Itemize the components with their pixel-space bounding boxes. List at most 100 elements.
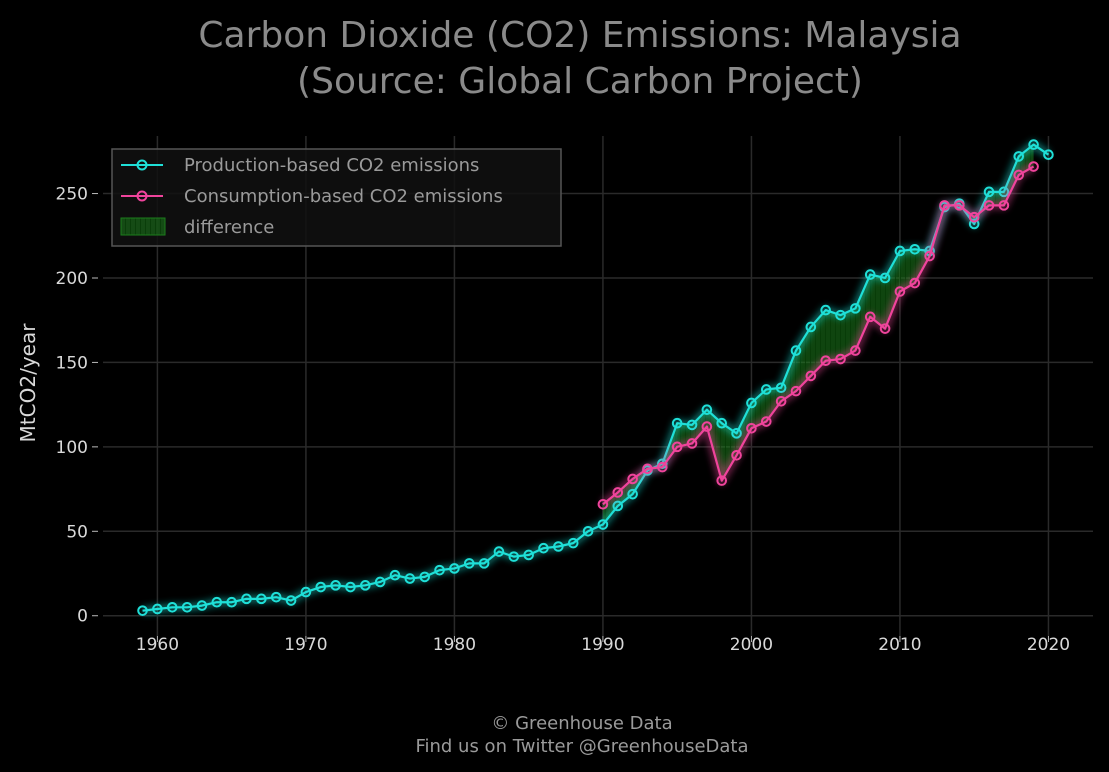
x-tick-label: 1980: [433, 635, 476, 655]
x-tick-label: 1990: [581, 635, 624, 655]
consumption-point: [731, 450, 742, 461]
legend-consumption-marker: [136, 190, 148, 202]
production-point: [166, 601, 178, 613]
production-point: [211, 596, 223, 608]
legend: Production-based CO2 emissions Consumpti…: [111, 148, 562, 247]
production-point: [627, 488, 638, 500]
consumption-point: [924, 250, 935, 262]
production-point: [731, 428, 742, 439]
y-tick-label: 200: [56, 269, 88, 289]
legend-consumption-label: Consumption-based CO2 emissions: [184, 186, 503, 207]
consumption-point: [760, 416, 772, 427]
consumption-point: [775, 395, 787, 407]
production-point: [746, 397, 757, 409]
consumption-point: [954, 200, 965, 211]
plot-area: [137, 139, 1054, 616]
production-point: [493, 546, 505, 557]
production-point: [1013, 151, 1025, 162]
production-point: [330, 580, 341, 591]
y-axis-ticks: 0 50 100 150 200 250: [56, 185, 98, 627]
consumption-point: [894, 286, 906, 297]
consumption-point: [746, 422, 757, 434]
y-tick-label: 50: [66, 522, 88, 542]
consumption-point: [983, 200, 995, 211]
chart-subtitle: (Source: Global Carbon Project): [297, 61, 863, 102]
consumption-point: [716, 475, 728, 486]
y-tick-label: 100: [56, 438, 88, 458]
x-tick-label: 1960: [136, 635, 179, 655]
production-point: [196, 600, 208, 611]
y-tick-label: 250: [56, 185, 88, 205]
production-point: [597, 519, 609, 530]
consumption-point: [968, 211, 980, 223]
production-point: [760, 384, 772, 395]
production-point: [181, 601, 193, 613]
production-point: [137, 605, 148, 616]
consumption-point: [835, 353, 846, 365]
production-point: [582, 525, 594, 537]
production-point: [553, 541, 564, 552]
production-point: [374, 576, 386, 588]
production-point: [879, 272, 891, 284]
footer-credit: © Greenhouse Data: [491, 713, 672, 734]
production-point: [864, 269, 876, 280]
consumption-point: [850, 345, 861, 356]
production-point: [389, 569, 401, 581]
consumption-point: [642, 463, 653, 475]
footer-twitter: Find us on Twitter @GreenhouseData: [415, 736, 748, 757]
x-tick-label: 2010: [878, 635, 921, 655]
consumption-point: [909, 277, 921, 289]
consumption-point: [597, 498, 609, 510]
x-axis-ticks: 1960 1970 1980 1990 2000 2010 2020: [136, 635, 1070, 655]
production-point: [345, 581, 356, 593]
production-point: [241, 593, 252, 605]
legend-frame: [111, 148, 562, 247]
consumption-point: [701, 421, 713, 432]
production-point: [523, 549, 534, 561]
production-point: [701, 404, 713, 416]
legend-difference-swatch: [120, 217, 166, 236]
y-tick-label: 0: [77, 607, 88, 627]
production-point: [463, 558, 475, 569]
production-point: [508, 551, 520, 562]
production-point: [805, 321, 817, 333]
consumption-point: [1013, 169, 1025, 181]
chart-title: Carbon Dioxide (CO2) Emissions: Malaysia: [198, 15, 961, 56]
production-point: [434, 564, 445, 576]
production-point: [478, 558, 490, 569]
production-point: [419, 571, 431, 583]
production-point: [404, 573, 416, 584]
production-point: [790, 345, 802, 356]
consumption-point: [790, 385, 802, 397]
production-point: [716, 417, 728, 429]
production-point: [360, 580, 371, 591]
production-point: [909, 243, 921, 255]
consumption-point: [864, 311, 876, 323]
consumption-point: [939, 200, 950, 211]
production-point: [1043, 149, 1054, 161]
y-tick-label: 150: [56, 353, 88, 373]
y-axis-label: MtCO2/year: [16, 323, 40, 443]
consumption-point: [612, 487, 624, 498]
production-point: [671, 417, 683, 429]
production-point: [449, 563, 460, 574]
production-point: [835, 309, 846, 321]
legend-production-label: Production-based CO2 emissions: [184, 155, 479, 176]
production-point: [256, 593, 267, 605]
consumption-point: [671, 441, 683, 453]
consumption-point: [627, 473, 638, 485]
consumption-point: [820, 355, 831, 367]
consumption-point: [1028, 161, 1039, 172]
production-point: [775, 382, 787, 394]
x-tick-label: 2020: [1027, 635, 1070, 655]
legend-production-marker: [136, 159, 148, 171]
consumption-point: [657, 461, 668, 473]
production-point: [315, 581, 327, 593]
production-point: [300, 586, 312, 598]
consumption-point: [686, 438, 698, 449]
production-point: [567, 537, 579, 549]
x-tick-label: 2000: [730, 635, 773, 655]
production-point: [270, 591, 282, 603]
consumption-point: [879, 323, 891, 334]
